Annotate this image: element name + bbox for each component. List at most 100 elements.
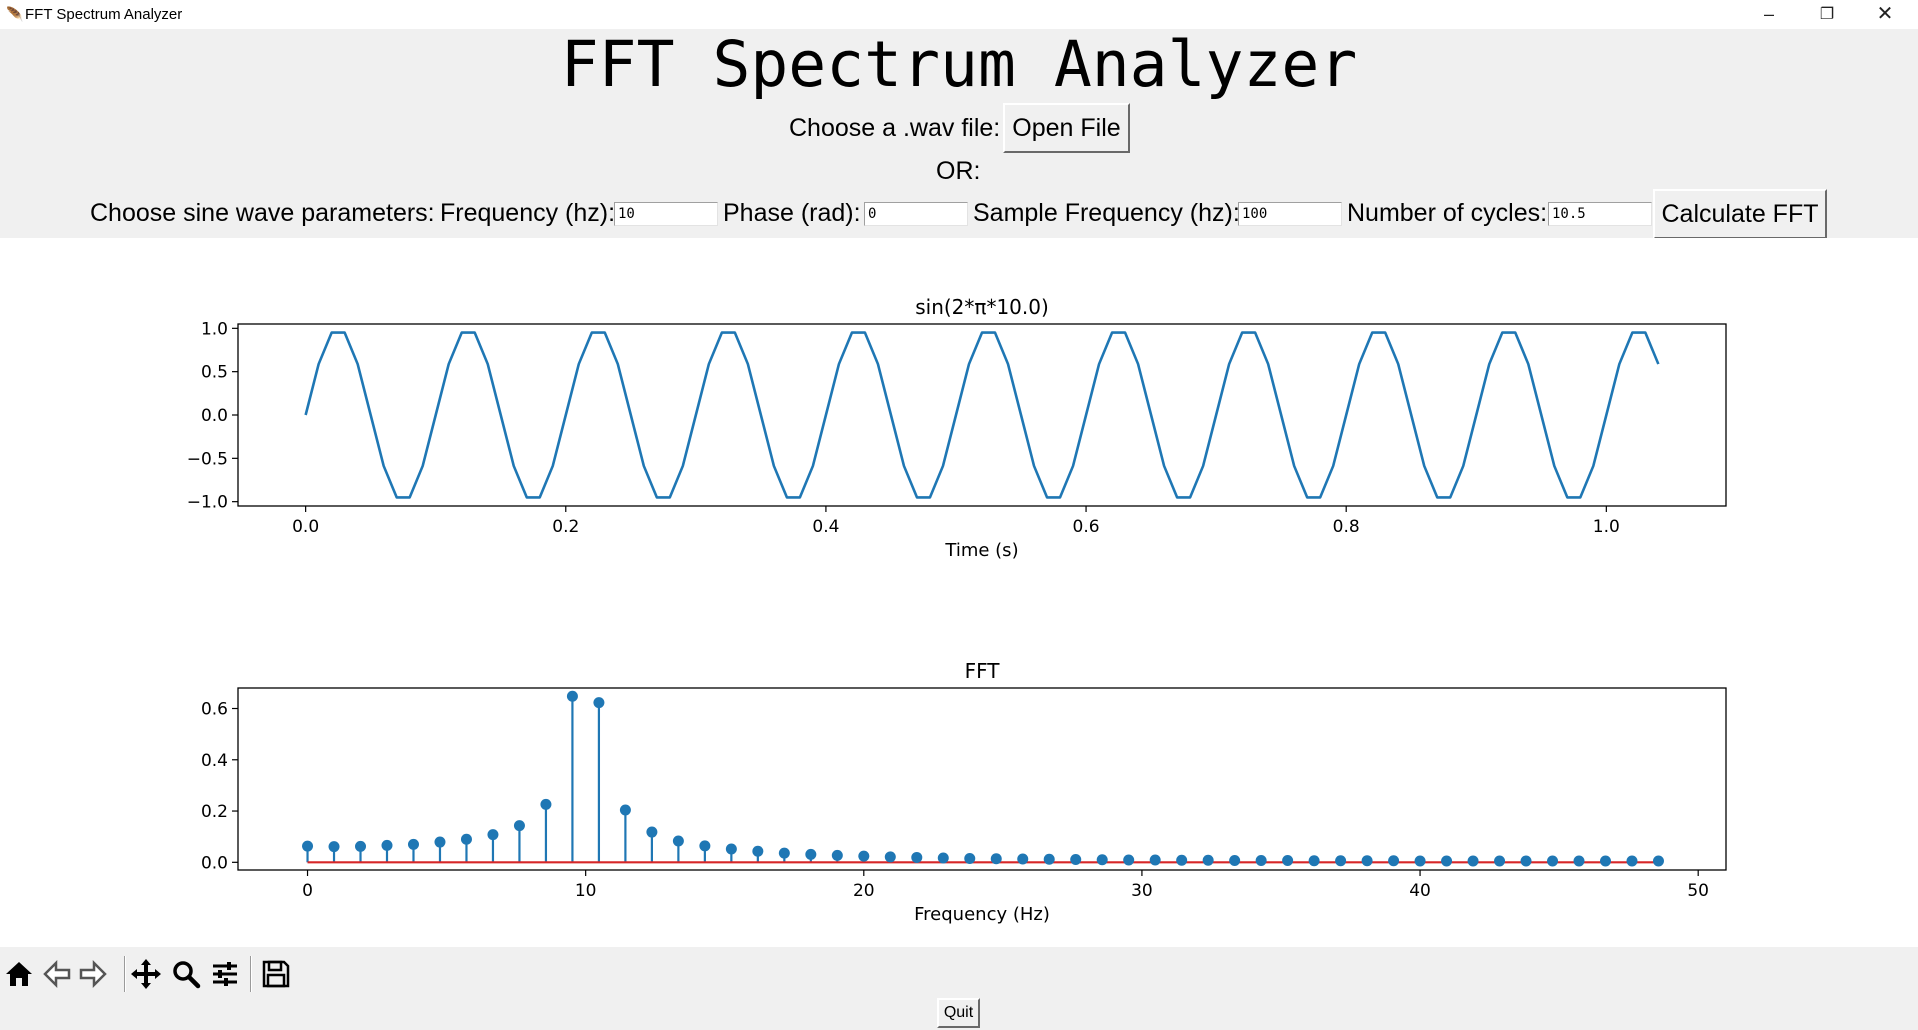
window-title: FFT Spectrum Analyzer — [25, 6, 183, 23]
fft-marker — [355, 840, 367, 852]
forward-arrow-icon[interactable] — [74, 955, 112, 993]
fft-stems — [306, 696, 1660, 863]
fft-marker — [964, 852, 976, 864]
fft-marker — [540, 798, 552, 810]
plot-canvas: sin(2*π*10.0) 0.0 0.2 0.4 0.6 0.8 1.0 1.0 0.5 0.… — [187, 295, 1727, 925]
time-plot-ytick-label: −0.5 — [187, 449, 228, 469]
close-button[interactable]: ✕ — [1876, 3, 1894, 25]
fft-marker — [1043, 853, 1055, 865]
fft-plot-ytick-label: 0.0 — [201, 853, 228, 873]
fft-marker — [1070, 853, 1082, 865]
fft-marker — [937, 852, 949, 864]
save-icon[interactable] — [257, 955, 295, 993]
fft-marker — [1017, 853, 1029, 865]
fft-marker — [805, 848, 817, 860]
home-icon[interactable] — [0, 955, 38, 993]
fft-marker — [911, 851, 923, 863]
fft-marker — [1149, 854, 1161, 866]
fft-marker — [593, 697, 605, 709]
fft-plot-ytick-label: 0.4 — [201, 751, 228, 771]
fft-marker — [1573, 855, 1585, 867]
calculate-fft-button[interactable]: Calculate FFT — [1653, 189, 1827, 239]
fft-plot-xtick-label: 30 — [1131, 881, 1153, 901]
fft-plot-xtick-label: 40 — [1409, 881, 1431, 901]
fft-marker — [328, 841, 340, 853]
time-plot-ytick-label: 0.5 — [201, 363, 228, 383]
quit-button[interactable]: Quit — [937, 998, 980, 1028]
fft-plot-xtick-label: 10 — [575, 881, 597, 901]
time-plot-ytick-label: 1.0 — [201, 319, 228, 339]
fft-marker — [566, 690, 578, 702]
fft-marker — [302, 840, 314, 852]
fft-marker — [1467, 855, 1479, 867]
time-domain-axes: sin(2*π*10.0) 0.0 0.2 0.4 0.6 0.8 1.0 1.0 0.5 0.… — [187, 295, 1727, 561]
phase-input[interactable]: 0 — [864, 202, 968, 226]
fft-marker — [1441, 855, 1453, 867]
frequency-label: Frequency (hz): — [440, 199, 616, 227]
fft-marker — [1255, 855, 1267, 867]
fft-marker — [831, 849, 843, 861]
minimize-button[interactable]: – — [1763, 4, 1774, 24]
fft-marker — [513, 820, 525, 832]
fft-marker — [407, 838, 419, 850]
fft-marker — [1388, 855, 1400, 867]
configure-subplots-icon[interactable] — [206, 955, 244, 993]
fft-marker — [487, 829, 499, 841]
fft-marker — [381, 839, 393, 851]
time-plot-frame — [237, 323, 1727, 507]
phase-label: Phase (rad): — [723, 199, 861, 227]
fft-marker — [752, 845, 764, 857]
fft-axes: FFT 0 10 20 30 40 50 0.6 0.4 0.2 0.0 Frequency (H… — [201, 659, 1727, 925]
fft-marker — [699, 840, 711, 852]
back-arrow-icon[interactable] — [38, 955, 76, 993]
fft-marker — [619, 804, 631, 816]
time-plot-xtick-label: 0.4 — [812, 517, 839, 537]
window-titlebar: 🪶 FFT Spectrum Analyzer – ❐ ✕ — [0, 0, 1918, 29]
fft-marker — [1600, 855, 1612, 867]
fft-plot-title: FFT — [965, 659, 1001, 683]
fft-marker — [884, 851, 896, 863]
zoom-icon[interactable] — [167, 955, 205, 993]
sample-frequency-label: Sample Frequency (hz): — [973, 199, 1240, 227]
time-plot-xtick-label: 0.0 — [292, 517, 319, 537]
fft-marker — [1282, 855, 1294, 867]
fft-marker — [858, 850, 870, 862]
app-title: FFT Spectrum Analyzer — [560, 28, 1358, 101]
sine-params-label: Choose sine wave parameters: — [90, 199, 435, 227]
fft-marker — [1652, 855, 1664, 867]
plot-figure: sin(2*π*10.0) 0.0 0.2 0.4 0.6 0.8 1.0 1.0 0.5 0.… — [0, 238, 1918, 947]
fft-marker — [1202, 854, 1214, 866]
cycles-input[interactable]: 10.5 — [1548, 202, 1652, 226]
frequency-input[interactable]: 10 — [614, 202, 718, 226]
toolbar-separator — [250, 956, 252, 992]
fft-marker — [460, 833, 472, 845]
fft-marker — [646, 826, 658, 838]
restore-button[interactable]: ❐ — [1819, 6, 1835, 23]
fft-marker — [1361, 855, 1373, 867]
fft-marker — [1176, 854, 1188, 866]
time-plot-xtick-label: 0.6 — [1073, 517, 1100, 537]
fft-marker — [1335, 855, 1347, 867]
sample-frequency-input[interactable]: 100 — [1238, 202, 1342, 226]
or-label: OR: — [936, 157, 981, 185]
fft-marker — [1494, 855, 1506, 867]
fft-marker — [1229, 855, 1241, 867]
time-plot-xlabel: Time (s) — [944, 540, 1018, 561]
fft-marker — [1414, 855, 1426, 867]
fft-marker — [725, 843, 737, 855]
fft-marker — [990, 853, 1002, 865]
fft-marker — [1096, 854, 1108, 866]
time-plot-xtick-label: 1.0 — [1593, 517, 1620, 537]
fft-plot-frame — [237, 687, 1727, 871]
feather-icon: 🪶 — [6, 6, 24, 22]
navigation-toolbar — [0, 950, 1918, 1000]
fft-plot-ytick-label: 0.2 — [201, 802, 228, 822]
time-plot-xtick-label: 0.8 — [1333, 517, 1360, 537]
pan-icon[interactable] — [127, 955, 165, 993]
fft-marker — [1308, 855, 1320, 867]
open-file-button[interactable]: Open File — [1003, 103, 1130, 153]
fft-marker — [1520, 855, 1532, 867]
fft-plot-xtick-label: 20 — [853, 881, 875, 901]
fft-marker — [1547, 855, 1559, 867]
fft-marker — [434, 836, 446, 848]
